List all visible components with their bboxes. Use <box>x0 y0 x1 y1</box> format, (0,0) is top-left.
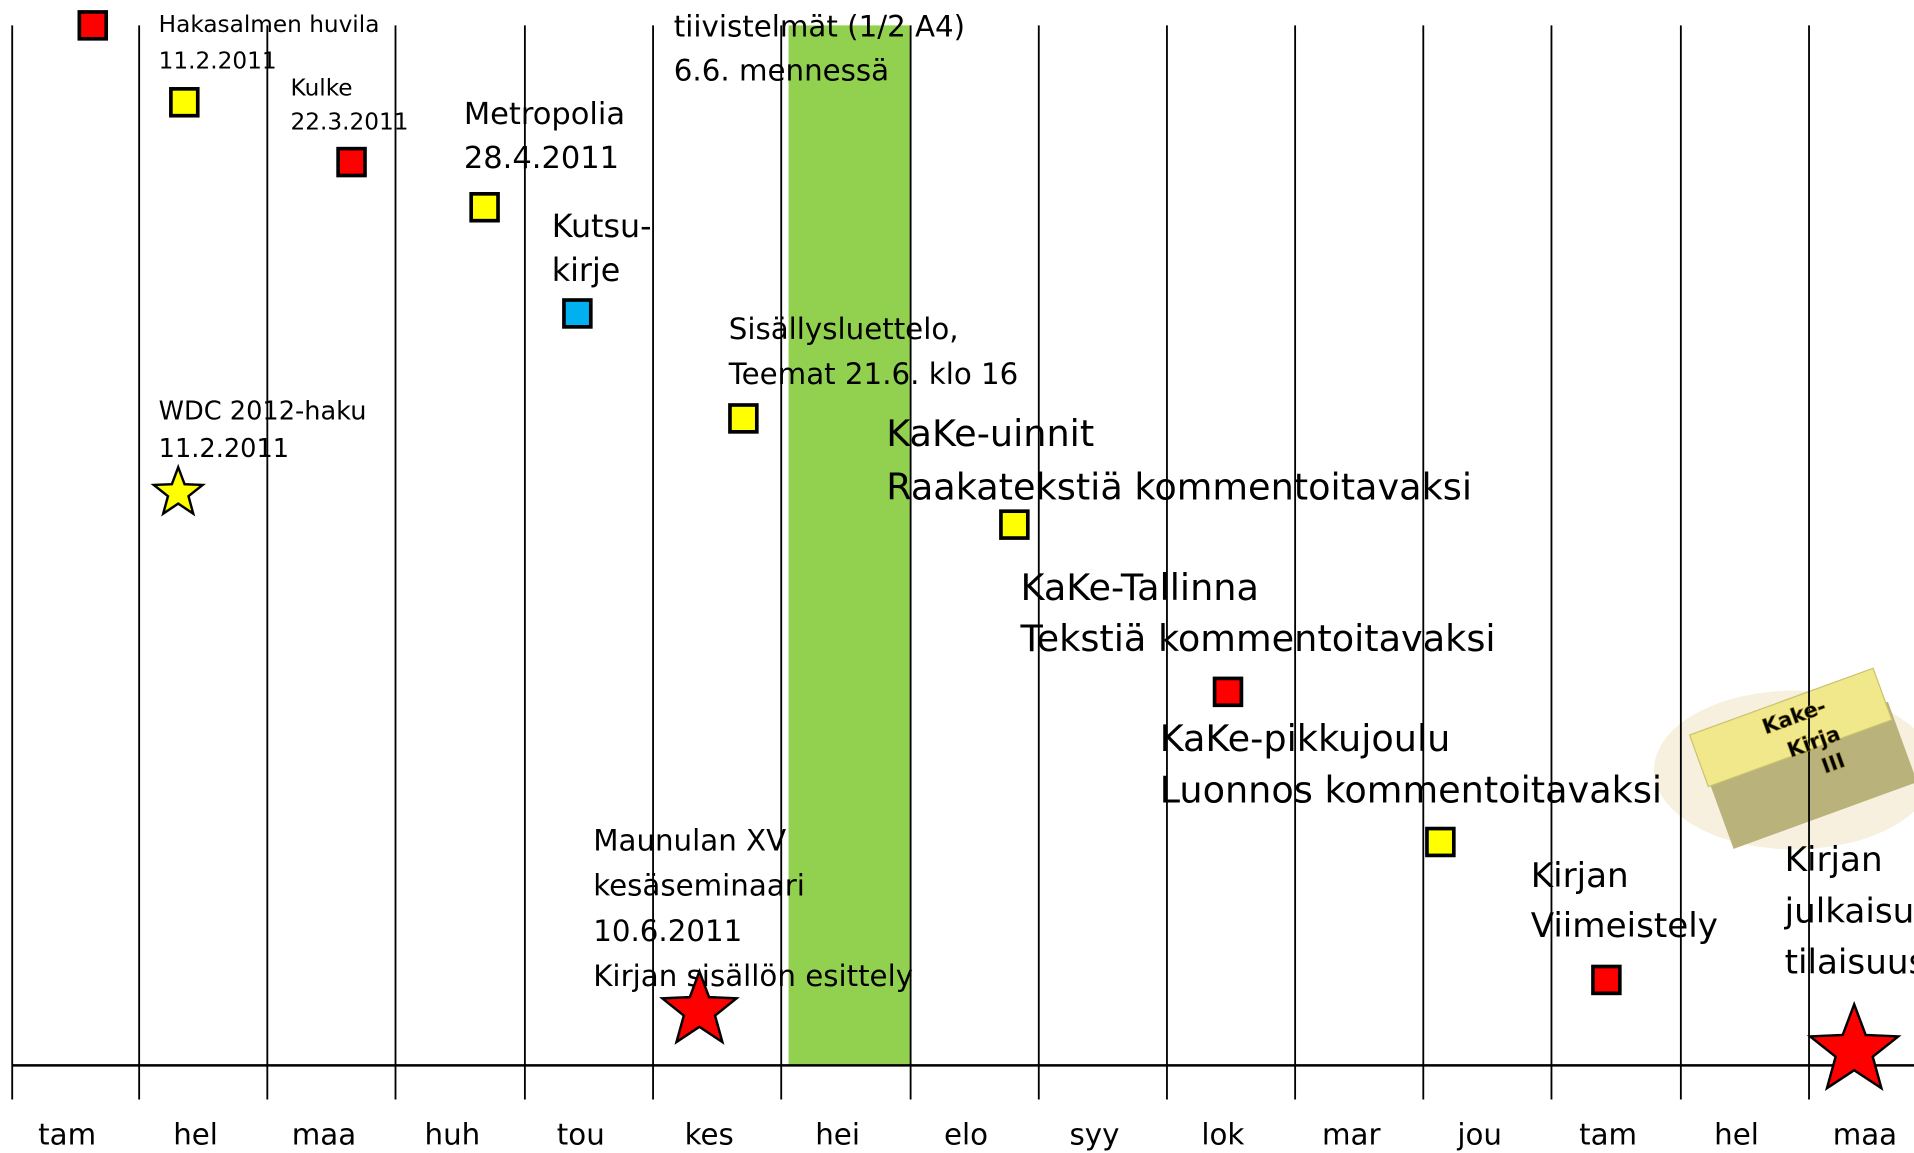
month-label: lok <box>1201 1118 1244 1152</box>
event-label: Kulke <box>291 74 353 101</box>
event-label: 6.6. mennessä <box>674 53 889 87</box>
square-marker <box>338 149 365 176</box>
event-label: 10.6.2011 <box>593 914 742 948</box>
event-label: Kirjan <box>1785 840 1883 880</box>
event-label: 28.4.2011 <box>464 141 619 176</box>
timeline: tam hel maa huh tou kes hei elo syy lok mar jou tam h… <box>0 0 1914 1153</box>
month-label: elo <box>944 1118 988 1152</box>
event-label: Hakasalmen huvila <box>159 11 380 38</box>
month-label: kes <box>685 1118 734 1152</box>
event-label: Kutsu- <box>552 209 652 245</box>
event-label: kesäseminaari <box>593 869 805 903</box>
square-marker <box>1593 967 1620 994</box>
month-label: tou <box>557 1118 605 1152</box>
event-label: Kirjan sisällön esittely <box>593 959 913 993</box>
event-label: 11.2.2011 <box>159 434 289 464</box>
event-label: tiivistelmät (1/2 A4) <box>674 9 965 43</box>
event-label: KaKe-Tallinna <box>1020 566 1258 609</box>
month-label: jou <box>1456 1118 1502 1152</box>
event-label: kirje <box>552 253 621 289</box>
event-label: Raakatekstiä kommentoitavaksi <box>886 466 1472 509</box>
star-marker <box>1810 1004 1898 1088</box>
event-label: Viimeistely <box>1531 906 1718 946</box>
month-label: hel <box>173 1118 218 1152</box>
month-label: mar <box>1322 1118 1381 1152</box>
month-label: tam <box>38 1118 96 1152</box>
month-label: huh <box>425 1118 481 1152</box>
event-label: julkaisu <box>1784 891 1914 931</box>
square-marker <box>1215 678 1242 705</box>
event-label: Teemat 21.6. klo 16 <box>728 357 1019 391</box>
square-marker <box>730 405 757 432</box>
square-marker <box>1427 829 1454 856</box>
event-label: tilaisuus <box>1785 943 1914 983</box>
event-label: Tekstiä kommentoitavaksi <box>1019 617 1495 660</box>
month-label: hei <box>815 1118 860 1152</box>
square-marker <box>79 12 106 39</box>
event-label: Metropolia <box>464 97 625 132</box>
event-label: 22.3.2011 <box>291 109 409 136</box>
square-marker <box>1001 511 1028 538</box>
summer-band <box>789 25 911 1065</box>
month-label: maa <box>292 1118 356 1152</box>
event-label: Kirjan <box>1531 856 1629 896</box>
square-marker <box>471 194 498 221</box>
event-label: WDC 2012-haku <box>159 396 367 426</box>
month-label: syy <box>1069 1118 1119 1152</box>
square-marker <box>564 300 591 327</box>
square-marker <box>171 89 198 116</box>
month-label: hel <box>1714 1118 1759 1152</box>
event-label: 11.2.2011 <box>159 47 277 74</box>
event-label: Luonnos kommentoitavaksi <box>1160 768 1662 811</box>
event-label: KaKe-uinnit <box>886 412 1094 455</box>
month-label: tam <box>1579 1118 1637 1152</box>
event-label: KaKe-pikkujoulu <box>1160 717 1451 760</box>
event-label: Maunulan XV <box>593 823 786 857</box>
star-marker <box>154 467 203 513</box>
book <box>1654 667 1914 849</box>
month-label: maa <box>1833 1118 1897 1152</box>
event-label: Sisällysluettelo, <box>729 312 959 346</box>
